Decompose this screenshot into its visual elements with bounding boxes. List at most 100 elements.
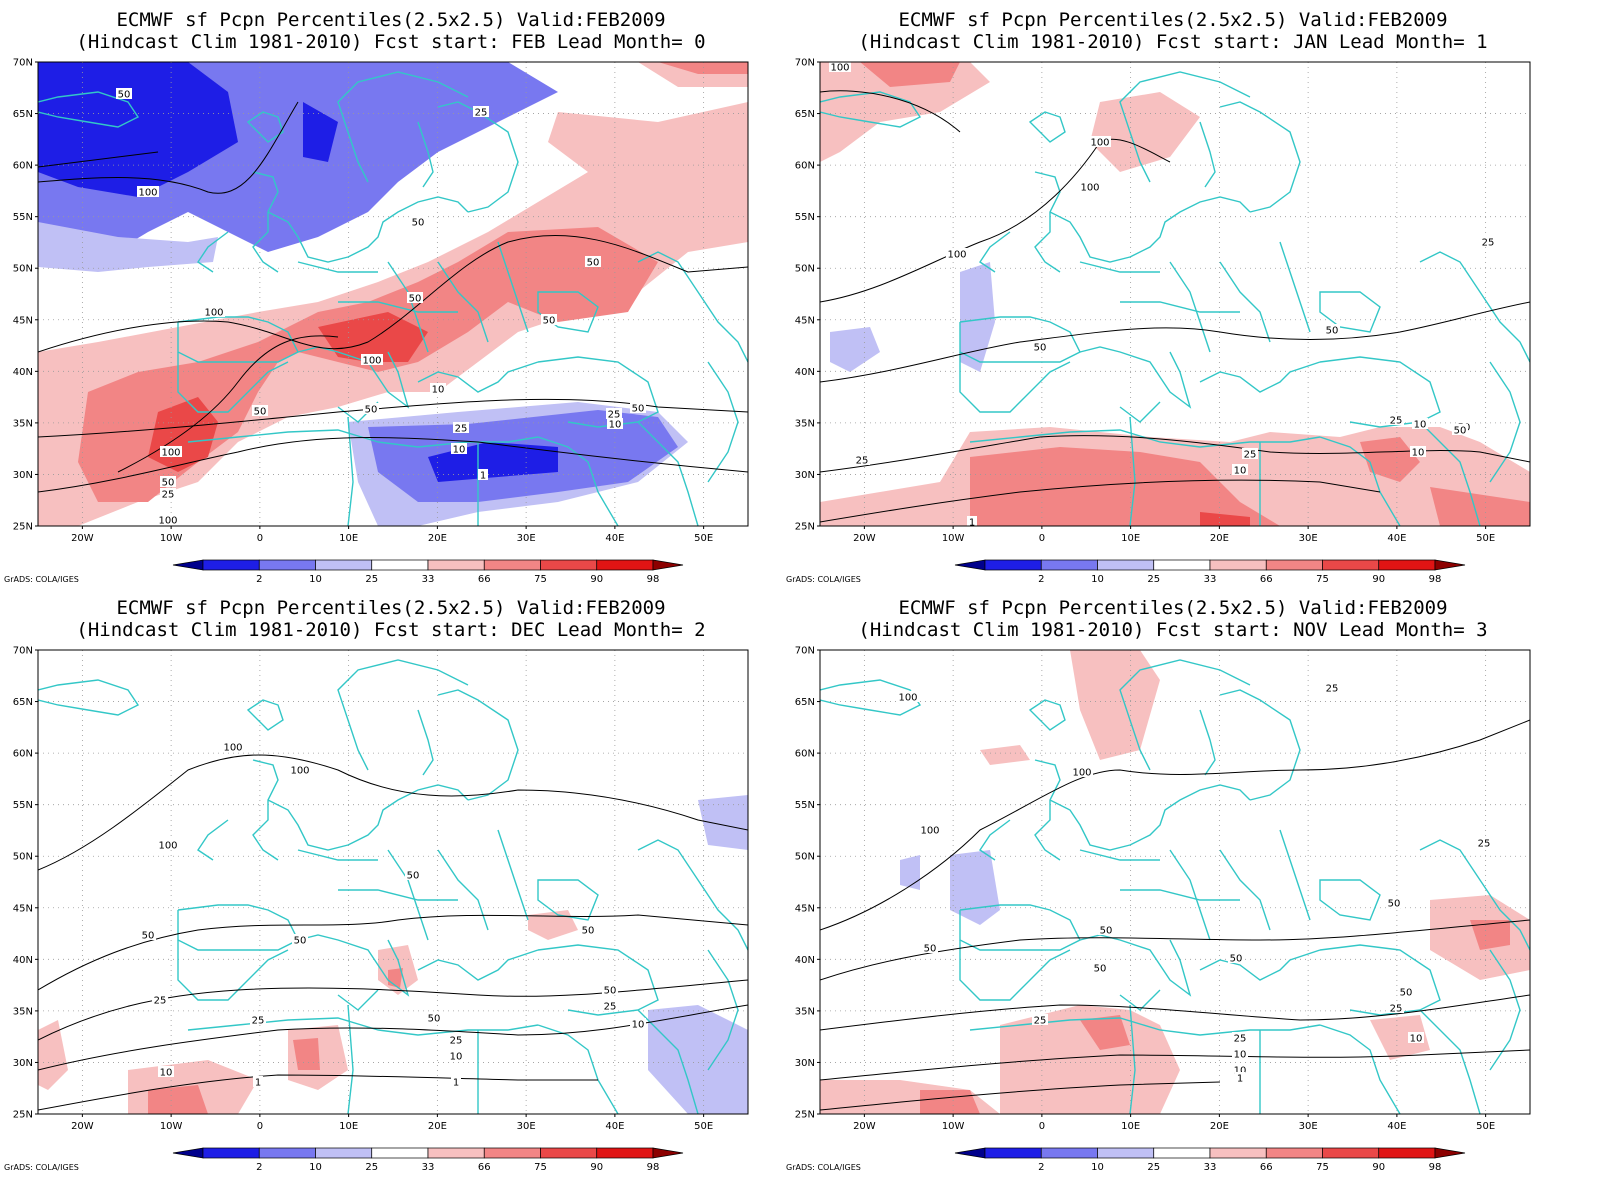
coastline	[1419, 1009, 1481, 1114]
contour-label: 25	[1482, 238, 1495, 249]
contour-label: 10	[453, 445, 466, 456]
lat-label: 30N	[13, 470, 33, 481]
contour-label: 50	[407, 871, 420, 882]
contour-label-bg	[854, 454, 870, 465]
coastline	[537, 291, 599, 333]
colorbar-box	[1097, 559, 1155, 571]
coastline	[1199, 361, 1321, 393]
contour-label-bg	[152, 994, 168, 1005]
contour-label-bg	[580, 924, 596, 935]
map-background	[38, 650, 748, 1114]
shaded-region	[830, 327, 880, 372]
coastline	[1129, 1004, 1136, 1114]
colorbar-label: 75	[1316, 574, 1329, 585]
map-area: 100 100 100 50 50 50 50 25 25 50 25 10 1 50 25 10 10 1 70N…	[13, 646, 749, 1132]
colorbar-box	[1153, 559, 1211, 571]
coastline	[417, 709, 434, 776]
lat-label: 55N	[13, 212, 33, 223]
coastline	[347, 416, 354, 526]
colorbar-box	[540, 559, 598, 571]
contour-label: 1	[453, 1078, 459, 1089]
shaded-region	[698, 795, 748, 850]
lat-label: 70N	[13, 58, 33, 69]
coastline	[337, 71, 469, 183]
contour-line	[38, 151, 159, 168]
lat-label: 50N	[13, 852, 33, 863]
lon-label: 40E	[605, 533, 624, 544]
coastline	[1219, 849, 1271, 931]
map-frame	[819, 61, 1531, 527]
lon-label: 20E	[428, 1121, 447, 1132]
contour-label: 100	[830, 63, 849, 74]
lon-label: 10W	[160, 533, 183, 544]
colorbar-box	[1265, 559, 1323, 571]
lon-label: 20E	[1210, 1121, 1229, 1132]
map-area: 1001001002525505050505050252510102510170…	[795, 646, 1531, 1132]
contour-label: 10	[1234, 466, 1247, 477]
coastline	[267, 211, 349, 263]
contour-label-bg	[160, 446, 182, 457]
contour-label: 25	[162, 490, 175, 501]
shaded-region	[658, 62, 748, 74]
coastline	[1079, 261, 1160, 273]
coastline	[1419, 839, 1530, 951]
colorbar-label: 98	[1429, 1162, 1442, 1173]
contour-label: 25	[252, 1016, 265, 1027]
contour-label-bg	[585, 256, 601, 267]
contour-label-bg	[157, 514, 179, 525]
shaded-region	[960, 262, 995, 372]
lat-label: 45N	[795, 903, 815, 914]
contour-label-bg	[897, 691, 919, 702]
shaded-region	[1070, 650, 1160, 760]
contour-label: 100	[290, 766, 309, 777]
contour-label: 10	[632, 1020, 645, 1031]
coastline	[338, 889, 458, 901]
lat-label: 35N	[795, 1006, 815, 1017]
contour-label-bg	[473, 106, 489, 117]
map-panel-1: ECMWF sf Pcpn Percentiles(2.5x2.5) Valid…	[4, 9, 749, 585]
colorbar-arrow-high	[1434, 559, 1466, 571]
contour-label-bg	[203, 306, 225, 317]
contour-label: 50	[924, 944, 937, 955]
colorbar-box	[1153, 1147, 1211, 1159]
coastline	[297, 849, 378, 861]
coastline	[1079, 346, 1192, 409]
contour-label: 100	[362, 356, 381, 367]
contour-line	[38, 914, 748, 991]
contour-label: 100	[898, 693, 917, 704]
coastline	[347, 1004, 354, 1114]
colorbar-box	[540, 1147, 598, 1159]
coastline	[387, 849, 429, 941]
lon-label: 0	[1039, 533, 1045, 544]
contour-label: 50	[587, 258, 600, 269]
lat-label: 55N	[13, 800, 33, 811]
colorbar-box	[1209, 559, 1267, 571]
coastline	[537, 356, 659, 428]
contour-label-bg	[1232, 1064, 1248, 1075]
contour-label-bg	[606, 408, 622, 419]
coastline	[969, 429, 1321, 448]
colorbar-box	[1265, 1147, 1323, 1159]
contour-label: 10	[432, 385, 445, 396]
lon-label: 50E	[1476, 1121, 1495, 1132]
shaded-region	[860, 62, 960, 87]
coastline	[537, 879, 599, 921]
lat-label: 45N	[13, 315, 33, 326]
coastline	[1489, 949, 1521, 1071]
lon-label: 40E	[605, 1121, 624, 1132]
coastline	[177, 940, 289, 1001]
lat-label: 60N	[795, 749, 815, 760]
contour-label-bg	[292, 934, 308, 945]
lat-label: 35N	[795, 418, 815, 429]
colorbar-label: 90	[590, 1162, 603, 1173]
coastline	[820, 91, 922, 128]
coastline	[1199, 121, 1216, 188]
colorbar-label: 25	[365, 1162, 378, 1173]
colorbar-label: 2	[256, 1162, 262, 1173]
lon-label: 30E	[1299, 533, 1318, 544]
contour-label: 25	[604, 1002, 617, 1013]
coastline	[707, 949, 739, 1071]
contour-label: 100	[947, 250, 966, 261]
contour-label-bg	[630, 402, 646, 413]
coastline	[959, 352, 1071, 413]
